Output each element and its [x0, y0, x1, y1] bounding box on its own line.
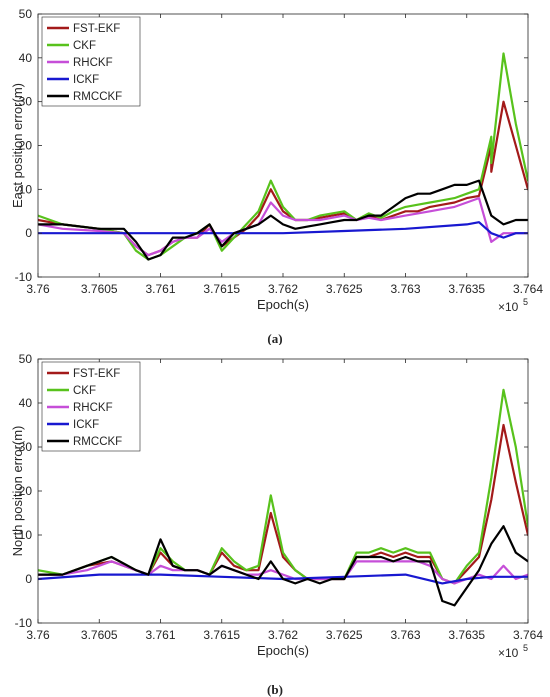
y-tick-label: 30 — [19, 95, 33, 109]
y-tick-label: 20 — [19, 484, 33, 498]
legend-label: RHCKF — [73, 402, 113, 414]
x-exponent-power: 5 — [523, 643, 528, 653]
y-tick-label: 40 — [19, 51, 33, 65]
x-tick-label: 3.7625 — [326, 628, 363, 642]
legend-label: CKF — [73, 40, 96, 52]
legend-label: CKF — [73, 385, 96, 397]
north-position-error-chart: (b) 3.76 3.7605 3.761 3.7615 3.762 3.7625 3.76… — [10, 352, 543, 697]
x-tick-label: 3.7625 — [326, 282, 363, 296]
series-group — [38, 52, 528, 261]
legend-label: FST-EKF — [73, 23, 120, 35]
y-tick-label: 0 — [25, 226, 32, 240]
series-line-rhckf — [38, 197, 528, 257]
x-axis-label: Epoch(s) — [257, 297, 309, 312]
x-tick-label: 3.7635 — [448, 282, 485, 296]
legend-label: FST-EKF — [73, 368, 120, 380]
x-tick-label: 3.7615 — [203, 282, 240, 296]
y-axis-label: East position error(m) — [10, 83, 25, 208]
x-tick-label: 3.761 — [145, 628, 175, 642]
legend-label: RMCCKF — [73, 91, 122, 103]
x-axis-label: Epoch(s) — [257, 643, 309, 658]
y-tick-label: 10 — [19, 182, 33, 196]
x-tick-label: 3.764 — [513, 628, 543, 642]
caption-b: (b) — [267, 682, 283, 697]
x-tick-label: 3.7615 — [203, 628, 240, 642]
x-exponent-power: 5 — [523, 297, 528, 307]
series-line-rmcckf — [38, 179, 528, 261]
x-tick-label: 3.761 — [145, 282, 175, 296]
y-tick-label: -10 — [15, 616, 33, 630]
legend-label: RHCKF — [73, 57, 113, 69]
x-tick-label: 3.763 — [390, 628, 420, 642]
x-tick-label: 3.762 — [268, 282, 298, 296]
x-tick-label: 3.76 — [26, 282, 50, 296]
x-tick-label: 3.764 — [513, 282, 543, 296]
x-tick-label: 3.7635 — [448, 628, 485, 642]
legend-label: ICKF — [73, 419, 99, 431]
y-tick-label: 20 — [19, 139, 33, 153]
x-exponent: ×10 — [498, 646, 519, 660]
x-tick-label: 3.763 — [390, 282, 420, 296]
caption-a: (a) — [267, 331, 282, 345]
x-exponent: ×10 — [498, 300, 519, 314]
series-line-rmcckf — [38, 525, 528, 607]
series-line-ickf — [38, 221, 528, 239]
y-tick-label: 50 — [19, 7, 33, 21]
legend-label: ICKF — [73, 74, 99, 86]
y-tick-label: 40 — [19, 396, 33, 410]
x-tick-label: 3.76 — [26, 628, 50, 642]
x-tick-label: 3.762 — [268, 628, 298, 642]
y-tick-label: 10 — [19, 528, 33, 542]
x-tick-label: 3.7605 — [81, 282, 118, 296]
x-tick-label: 3.7605 — [81, 628, 118, 642]
y-tick-label: -10 — [15, 270, 33, 284]
y-tick-label: 30 — [19, 440, 33, 454]
y-tick-label: 50 — [19, 352, 33, 366]
legend-label: RMCCKF — [73, 436, 122, 448]
y-tick-label: 0 — [25, 572, 32, 586]
east-position-error-chart: (a) 3.76 3.7605 3.761 3.7615 3.762 3.7625 3.76… — [10, 7, 543, 345]
y-axis-label: North position error(m) — [10, 426, 25, 557]
series-group — [38, 388, 528, 607]
